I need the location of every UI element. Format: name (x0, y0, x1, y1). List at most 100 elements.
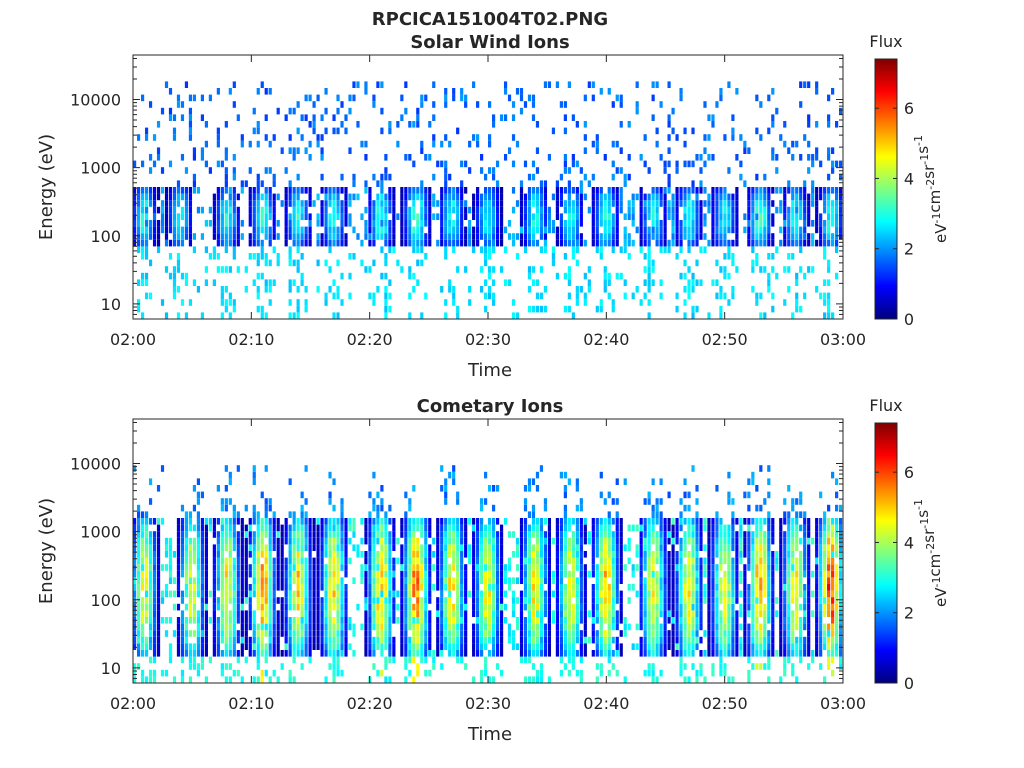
spectrogram-cell (336, 286, 340, 293)
spectrogram-cell (687, 246, 691, 253)
spectrogram-cell (655, 676, 659, 683)
spectrogram-cell (332, 603, 336, 611)
spectrogram-cell (424, 524, 428, 532)
spectrogram-cell (523, 597, 528, 604)
spectrogram-cell (583, 564, 587, 571)
spectrogram-cell (603, 603, 607, 611)
spectrogram-cell (144, 570, 149, 578)
spectrogram-cell (280, 537, 284, 545)
spectrogram-cell (583, 570, 587, 578)
spectrogram-cell (176, 220, 181, 227)
spectrogram-cell (204, 140, 208, 148)
spectrogram-cell (360, 140, 364, 148)
spectrogram-cell (384, 226, 388, 234)
spectrogram-cell (675, 584, 679, 591)
spectrogram-cell (416, 246, 420, 253)
spectrogram-cell (428, 650, 432, 657)
spectrogram-cell (472, 643, 476, 650)
spectrogram-cell (336, 610, 340, 617)
spectrogram-cell (535, 590, 540, 598)
spectrogram-cell (360, 570, 364, 578)
spectrogram-cell (332, 292, 336, 300)
spectrogram-cell (472, 544, 476, 551)
spectrogram-cell (316, 531, 320, 538)
spectrogram-cell (308, 577, 312, 584)
spectrogram-cell (244, 266, 248, 273)
spectrogram-cell (755, 259, 759, 267)
spectrogram-cell (691, 206, 695, 214)
spectrogram-cell (264, 233, 268, 240)
spectrogram-cell (404, 603, 408, 611)
spectrogram-cell (480, 233, 484, 240)
spectrogram-cell (579, 498, 583, 505)
spectrogram-cell (416, 524, 420, 532)
spectrogram-cell (344, 557, 348, 565)
spectrogram-cell (527, 305, 532, 313)
spectrogram-cell (539, 597, 544, 604)
spectrogram-cell (320, 544, 324, 551)
spectrogram-cell (571, 663, 575, 670)
spectrogram-cell (336, 518, 340, 525)
spectrogram-cell (408, 213, 412, 220)
spectrogram-cell (420, 140, 424, 148)
spectrogram-cell (436, 617, 440, 624)
spectrogram-cell (224, 564, 228, 571)
spectrogram-cell (567, 656, 571, 664)
spectrogram-cell (200, 551, 204, 558)
spectrogram-cell (464, 623, 468, 631)
spectrogram-cell (188, 557, 193, 565)
spectrogram-cell (527, 511, 532, 518)
spectrogram-cell (491, 597, 496, 604)
spectrogram-cell (647, 279, 651, 286)
spectrogram-cell (543, 200, 548, 207)
spectrogram-cell (288, 544, 292, 551)
spectrogram-cell (695, 220, 699, 227)
spectrogram-cell (571, 650, 575, 657)
spectrogram-cell (547, 597, 552, 604)
spectrogram-cell (424, 636, 428, 644)
spectrogram-cell (344, 570, 348, 578)
spectrogram-cell (320, 603, 324, 611)
spectrogram-cell (667, 114, 671, 121)
spectrogram-cell (559, 551, 563, 558)
spectrogram-cell (260, 537, 264, 545)
spectrogram-cell (607, 537, 611, 545)
spectrogram-cell (539, 193, 544, 201)
spectrogram-cell (440, 636, 444, 644)
spectrogram-cell (204, 623, 208, 631)
spectrogram-cell (244, 544, 248, 551)
spectrogram-cell (456, 226, 460, 234)
spectrogram-cell (372, 292, 376, 300)
spectrogram-cell (464, 617, 468, 624)
spectrogram-cell (316, 259, 320, 267)
spectrogram-cell (412, 544, 416, 551)
spectrogram-cell (735, 187, 739, 194)
spectrogram-cell (687, 160, 691, 168)
spectrogram-cell (316, 94, 320, 102)
spectrogram-cell (384, 531, 388, 538)
spectrogram-cell (587, 570, 591, 578)
spectrogram-cell (503, 81, 508, 88)
spectrogram-cell (268, 239, 272, 247)
spectrogram-cell (256, 544, 260, 551)
spectrogram-cell (300, 570, 304, 578)
spectrogram-cell (456, 650, 460, 657)
spectrogram-cell (791, 140, 795, 148)
spectrogram-cell (460, 88, 464, 95)
spectrogram-cell (679, 643, 683, 650)
spectrogram-cell (715, 101, 719, 108)
spectrogram-cell (484, 643, 488, 650)
spectrogram-cell (671, 577, 675, 584)
spectrogram-cell (831, 160, 835, 168)
spectrogram-cell (156, 220, 161, 227)
spectrogram-cell (384, 630, 388, 637)
spectrogram-cell (380, 610, 384, 617)
spectrogram-cell (404, 656, 408, 664)
spectrogram-cell (236, 544, 240, 551)
spectrogram-cell (344, 220, 348, 227)
spectrogram-cell (364, 220, 368, 227)
spectrogram-cell (484, 603, 488, 611)
spectrogram-cell (272, 557, 276, 565)
spectrogram-cell (428, 564, 432, 571)
spectrogram-cell (292, 656, 296, 664)
